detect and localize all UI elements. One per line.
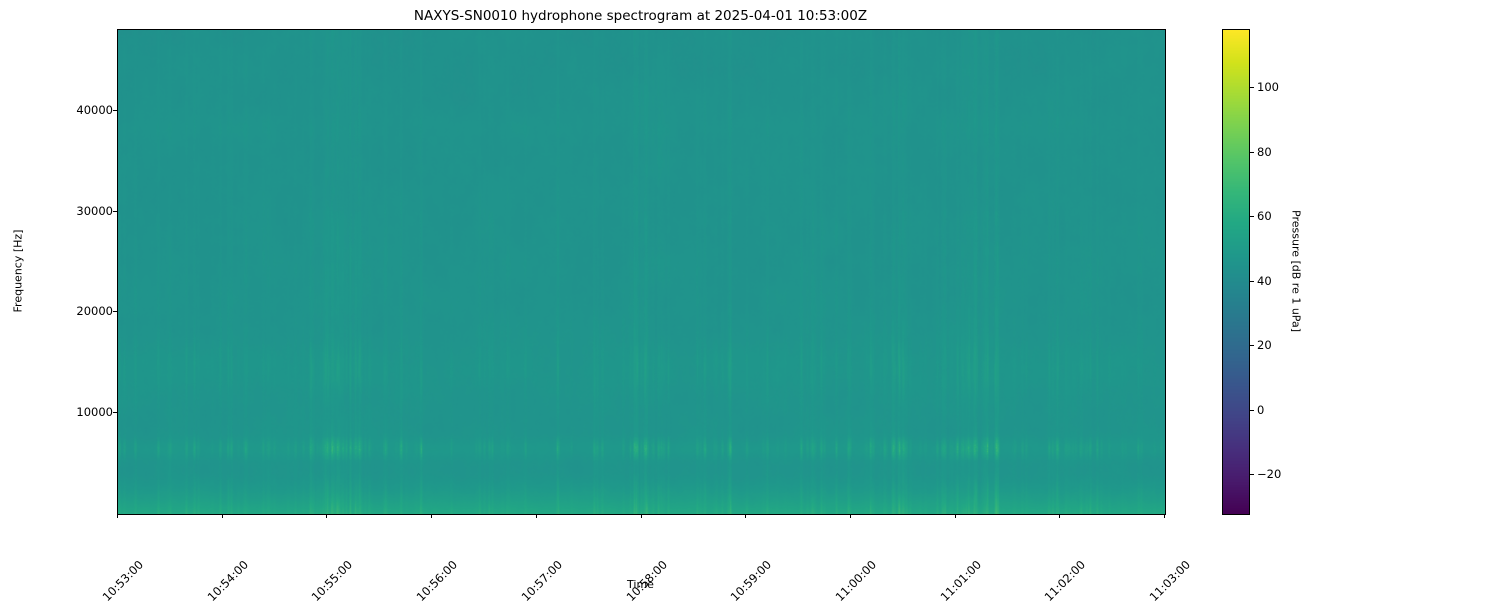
x-tick-mark <box>954 514 956 518</box>
colorbar-tick-mark <box>1250 151 1254 153</box>
page-title: NAXYS-SN0010 hydrophone spectrogram at 2… <box>413 8 868 24</box>
colorbar-tick-mark <box>1250 345 1254 347</box>
x-tick-mark <box>117 514 118 518</box>
y-tick-label: 40000 <box>76 102 113 117</box>
x-axis-label: Time <box>627 578 654 591</box>
colorbar-tick-mark <box>1250 474 1254 476</box>
colorbar-tick-label: 80 <box>1257 144 1272 159</box>
x-tick-mark <box>431 514 433 518</box>
colorbar-tick-label: −20 <box>1257 467 1282 482</box>
colorbar-gradient <box>1223 30 1249 514</box>
colorbar-tick-mark <box>1250 87 1254 89</box>
x-tick-mark <box>535 514 537 518</box>
colorbar-tick-label: 0 <box>1257 402 1265 417</box>
colorbar[interactable] <box>1222 29 1250 515</box>
colorbar-tick-label: 100 <box>1257 80 1279 95</box>
x-tick-mark <box>326 514 328 518</box>
x-tick-mark <box>221 514 223 518</box>
y-tick-label: 10000 <box>76 405 113 420</box>
y-axis-label: Frequency [Hz] <box>11 229 25 313</box>
spectrogram-plot-area[interactable] <box>117 29 1166 515</box>
spectrogram-image <box>118 30 1165 514</box>
colorbar-tick-label: 60 <box>1257 209 1272 224</box>
y-tick-mark <box>113 311 117 313</box>
colorbar-tick-mark <box>1250 409 1254 411</box>
colorbar-tick-mark <box>1250 216 1254 218</box>
x-tick-mark <box>849 514 851 518</box>
y-tick-label: 30000 <box>76 203 113 218</box>
colorbar-label: Pressure [dB re 1 uPa] <box>1289 210 1303 332</box>
x-tick-mark <box>745 514 747 518</box>
colorbar-tick-label: 20 <box>1257 338 1272 353</box>
x-tick-mark <box>1059 514 1061 518</box>
colorbar-tick-mark <box>1250 280 1254 282</box>
y-tick-mark <box>113 109 117 111</box>
y-tick-mark <box>113 210 117 212</box>
y-tick-label: 20000 <box>76 304 113 319</box>
x-tick-mark <box>640 514 642 518</box>
y-tick-mark <box>113 412 117 414</box>
x-tick-mark <box>1164 514 1165 518</box>
colorbar-tick-label: 40 <box>1257 273 1272 288</box>
